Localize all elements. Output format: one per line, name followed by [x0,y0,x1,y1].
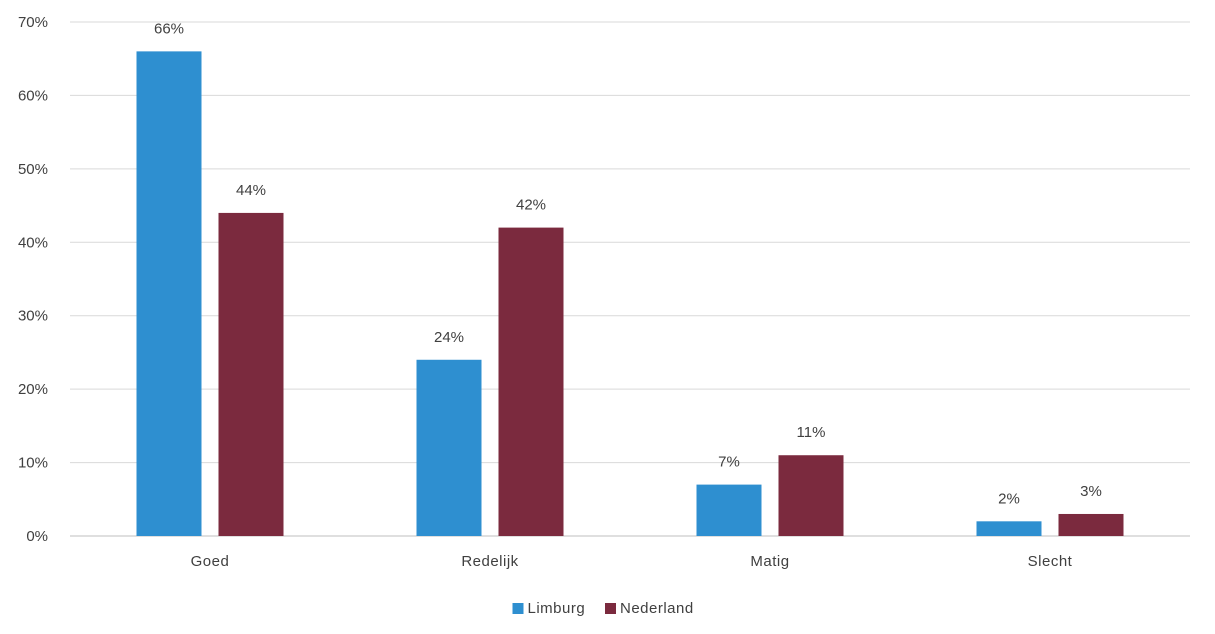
bar-nederland-redelijk [498,227,564,536]
y-tick-label: 40% [18,234,48,251]
y-tick-label: 30% [18,308,48,325]
data-label: 66% [154,20,184,37]
y-tick-label: 0% [26,528,48,545]
data-labels: 66% 44% 24% 42% 7% 11% 2% 3% [154,20,1102,507]
data-label: 42% [516,197,546,214]
data-label: 3% [1080,483,1102,500]
category-label: Slecht [1028,553,1073,570]
category-label: Matig [750,553,789,570]
category-label: Redelijk [461,553,518,570]
legend-item-limburg: Limburg [512,600,586,617]
bars [136,51,1124,536]
bar-nederland-slecht [1058,513,1124,536]
legend-item-nederland: Nederland [605,600,694,617]
category-label: Goed [191,553,230,570]
legend-swatch [512,603,524,614]
bar-nederland-goed [218,212,284,536]
y-tick-label: 60% [18,87,48,104]
y-tick-label: 10% [18,455,48,472]
y-tick-label: 20% [18,381,48,398]
y-axis-ticks: 0% 10% 20% 30% 40% 50% 60% 70% [18,14,48,545]
bar-nederland-matig [778,455,844,536]
data-label: 11% [797,424,826,441]
data-label: 44% [236,182,266,199]
y-tick-label: 70% [18,14,48,31]
x-axis-categories: Goed Redelijk Matig Slecht [191,553,1073,570]
bar-limburg-matig [696,484,762,536]
legend-label: Nederland [620,600,694,617]
data-label: 2% [998,490,1020,507]
bar-limburg-slecht [976,521,1042,536]
y-tick-label: 50% [18,161,48,178]
data-label: 7% [718,454,740,471]
bar-limburg-goed [136,51,202,536]
bar-limburg-redelijk [416,359,482,536]
legend-swatch [605,603,616,614]
legend-label: Limburg [528,600,586,617]
data-label: 24% [434,329,464,346]
legend: Limburg Nederland [512,600,694,617]
